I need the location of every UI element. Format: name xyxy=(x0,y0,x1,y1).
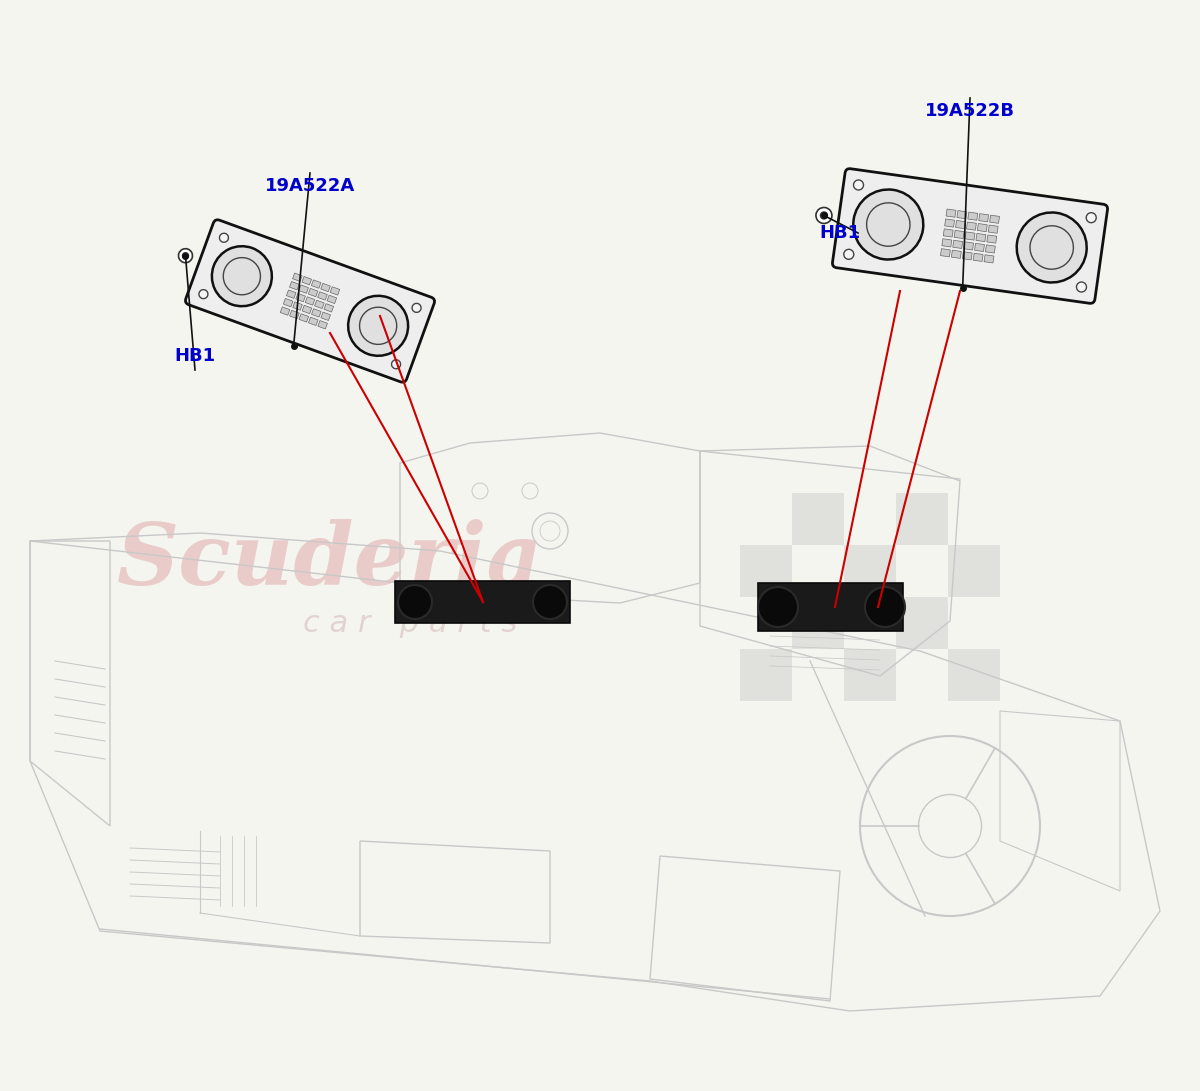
Circle shape xyxy=(1076,281,1086,292)
Bar xyxy=(844,546,896,597)
Bar xyxy=(948,546,1000,597)
Circle shape xyxy=(865,587,905,627)
Circle shape xyxy=(199,289,208,299)
Bar xyxy=(979,214,989,221)
Bar xyxy=(740,649,792,702)
Circle shape xyxy=(348,296,408,356)
Bar xyxy=(293,302,302,310)
Bar xyxy=(330,287,340,295)
Bar xyxy=(953,240,962,249)
Bar xyxy=(985,244,995,253)
Bar xyxy=(968,212,978,220)
Circle shape xyxy=(758,587,798,627)
Bar xyxy=(311,280,320,288)
Bar xyxy=(318,321,328,329)
Bar xyxy=(296,293,305,302)
Circle shape xyxy=(179,249,192,263)
Bar xyxy=(990,215,1000,224)
Circle shape xyxy=(182,253,188,259)
Bar xyxy=(965,232,974,240)
Bar xyxy=(293,273,302,281)
Bar xyxy=(328,296,337,303)
Circle shape xyxy=(398,585,432,619)
Bar xyxy=(986,235,997,243)
Bar xyxy=(977,224,988,231)
Bar xyxy=(281,307,290,315)
Bar xyxy=(844,649,896,702)
Bar xyxy=(941,249,950,256)
Bar xyxy=(792,493,844,546)
Bar xyxy=(308,317,318,325)
Circle shape xyxy=(220,233,228,242)
Bar xyxy=(299,285,308,293)
Bar xyxy=(289,310,299,319)
Bar xyxy=(320,312,330,321)
Text: 19A522B: 19A522B xyxy=(925,101,1015,120)
Text: 19A522A: 19A522A xyxy=(265,177,355,195)
Bar xyxy=(984,255,994,263)
Circle shape xyxy=(1086,213,1097,223)
Bar xyxy=(973,253,983,262)
Bar xyxy=(954,230,964,239)
Bar xyxy=(395,582,570,623)
Circle shape xyxy=(821,212,828,219)
Bar xyxy=(318,291,328,300)
Bar xyxy=(312,309,322,317)
Bar xyxy=(302,305,312,313)
Bar xyxy=(792,597,844,649)
Bar xyxy=(944,219,954,227)
Bar xyxy=(952,250,961,259)
Circle shape xyxy=(1016,213,1087,283)
Bar xyxy=(946,209,956,217)
Circle shape xyxy=(844,250,853,260)
Bar xyxy=(308,288,318,297)
Bar xyxy=(283,299,293,307)
Circle shape xyxy=(816,207,832,224)
Bar xyxy=(314,300,324,309)
Bar xyxy=(943,229,953,237)
FancyBboxPatch shape xyxy=(186,219,434,382)
Text: Scuderia: Scuderia xyxy=(116,519,544,602)
FancyBboxPatch shape xyxy=(833,169,1108,303)
Bar xyxy=(896,597,948,649)
Bar xyxy=(305,297,314,305)
Bar xyxy=(302,276,312,285)
Bar xyxy=(289,281,299,290)
Bar xyxy=(287,290,296,298)
Bar xyxy=(320,284,330,291)
Bar xyxy=(942,239,952,247)
Bar xyxy=(896,493,948,546)
Bar xyxy=(955,220,966,229)
Bar xyxy=(976,233,986,241)
Circle shape xyxy=(533,585,568,619)
Bar xyxy=(989,225,998,233)
Bar xyxy=(299,314,308,322)
Bar xyxy=(962,252,972,260)
Bar xyxy=(948,649,1000,702)
Bar xyxy=(964,242,973,250)
Circle shape xyxy=(391,360,401,369)
Bar xyxy=(758,583,904,631)
Bar xyxy=(324,303,334,312)
Text: HB1: HB1 xyxy=(820,224,860,242)
Bar xyxy=(956,211,967,219)
Circle shape xyxy=(212,247,272,307)
Circle shape xyxy=(853,180,864,190)
Bar xyxy=(740,546,792,597)
Circle shape xyxy=(853,190,923,260)
Text: c a r   p a r t s: c a r p a r t s xyxy=(302,609,517,637)
Circle shape xyxy=(412,303,421,312)
Bar xyxy=(966,221,977,230)
Text: HB1: HB1 xyxy=(174,347,216,365)
Bar xyxy=(974,243,984,252)
